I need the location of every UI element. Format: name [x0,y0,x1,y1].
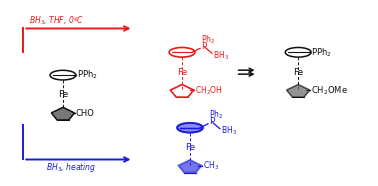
Text: Fe: Fe [58,90,68,100]
Ellipse shape [177,123,203,133]
Text: PPh$_2$: PPh$_2$ [311,46,332,59]
Text: PPh$_2$: PPh$_2$ [77,69,97,81]
Text: CHO: CHO [76,109,95,118]
Text: P: P [201,42,206,51]
Text: P: P [209,117,214,126]
Polygon shape [287,84,310,97]
Text: Fe: Fe [293,68,303,77]
Text: Ph$_2$: Ph$_2$ [209,109,223,121]
Text: Fe: Fe [177,68,187,77]
Text: BH$_3$, heating: BH$_3$, heating [46,161,96,174]
Text: BH$_3$, THF, 0ºC: BH$_3$, THF, 0ºC [29,14,84,27]
Polygon shape [178,160,201,173]
Text: CH$_2$OH: CH$_2$OH [195,84,223,97]
Text: BH$_3$: BH$_3$ [221,124,237,137]
Text: BH$_3$: BH$_3$ [213,49,229,62]
Polygon shape [51,107,74,120]
Text: CH$_3$: CH$_3$ [203,160,219,172]
Text: Ph$_2$: Ph$_2$ [201,33,215,46]
Text: CH$_2$OMe: CH$_2$OMe [311,84,348,97]
Text: Fe: Fe [185,143,195,152]
